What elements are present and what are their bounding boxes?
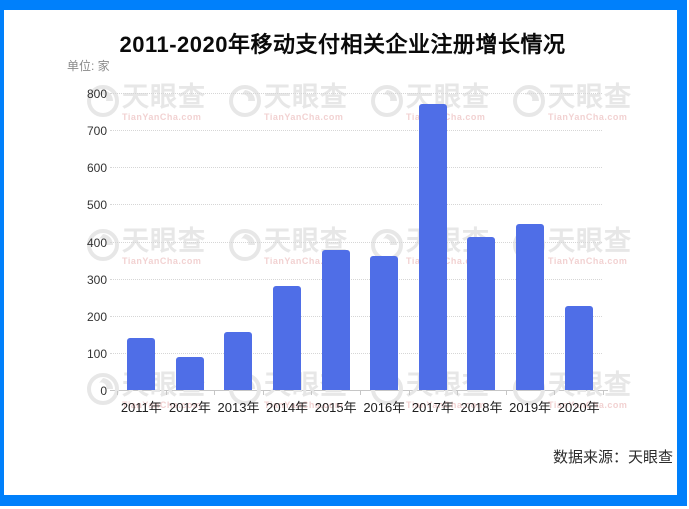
x-axis-label-2018年: 2018年 [460, 400, 503, 415]
watermark-subtext: TianYanCha.com [122, 400, 202, 410]
bar-2012年[interactable] [175, 357, 204, 390]
x-axis-label-2011年: 2011年 [120, 400, 162, 415]
bar-2016年[interactable] [370, 256, 399, 390]
watermark-subtext: TianYanCha.com [548, 112, 628, 122]
bar-2018年[interactable] [467, 237, 496, 390]
x-axis-tick [505, 391, 507, 395]
y-axis-label-400: 400 [86, 235, 107, 250]
bar-2017年[interactable] [418, 104, 447, 390]
x-axis-tick [311, 391, 313, 395]
tianyancha-logo-icon [513, 85, 545, 117]
watermark-subtext: TianYanCha.com [264, 400, 344, 410]
x-axis-label-2019年: 2019年 [509, 400, 552, 415]
watermark-subtext: TianYanCha.com [548, 256, 628, 266]
tianyancha-logo-icon [87, 229, 119, 261]
watermark-text: 天眼查 [548, 82, 632, 112]
gridline-800 [110, 93, 602, 94]
x-axis-tick [457, 391, 459, 395]
x-axis-label-2014年: 2014年 [266, 400, 309, 415]
y-axis-label-0: 0 [100, 384, 107, 398]
bar-slot-2017年 [409, 93, 458, 390]
tianyancha-logo-icon [87, 373, 119, 405]
x-axis-line [110, 390, 608, 391]
bar-slot-2015年 [311, 93, 360, 390]
watermark-text: 天眼查 [122, 82, 206, 112]
tianyancha-logo-icon [87, 85, 119, 117]
bar-2020年[interactable] [564, 306, 593, 390]
watermark-subtext: TianYanCha.com [264, 256, 344, 266]
chart-title: 2011-2020年移动支付相关企业注册增长情况 [119, 32, 566, 57]
gridline-200 [110, 315, 602, 317]
bar-slot-2019年 [506, 93, 555, 390]
bar-2015年[interactable] [321, 249, 350, 390]
watermark-subtext: TianYanCha.com [406, 400, 486, 410]
gridline-300 [110, 278, 602, 280]
watermark-text: 天眼查 [122, 226, 206, 256]
bar-2019年[interactable] [516, 223, 545, 390]
bar-slot-2011年 [117, 93, 166, 390]
y-axis-label-800: 800 [86, 87, 107, 101]
x-axis-tick [262, 391, 264, 395]
bar-2014年[interactable] [273, 285, 302, 390]
x-axis-tick [117, 391, 118, 395]
x-axis-tick [408, 391, 410, 395]
data-source-label: 数据来源：天眼查 [552, 449, 673, 466]
gridline-600 [110, 167, 602, 169]
y-axis-label-500: 500 [86, 198, 107, 213]
bar-2013年[interactable] [224, 332, 253, 390]
bar-slot-2014年 [263, 93, 312, 390]
watermark-subtext: TianYanCha.com [122, 112, 202, 122]
bar-2011年[interactable] [127, 338, 156, 390]
gridline-400 [110, 241, 602, 243]
x-axis-label-2015年: 2015年 [314, 400, 357, 415]
y-axis-label-700: 700 [86, 124, 107, 139]
y-axis-label-600: 600 [86, 161, 107, 176]
x-axis-label-2017年: 2017年 [411, 400, 454, 415]
x-axis-tick [603, 391, 604, 395]
bar-slot-2018年 [457, 93, 506, 390]
bar-slot-2016年 [360, 93, 409, 390]
bar-slot-2012年 [166, 93, 215, 390]
bar-slot-2013年 [214, 93, 263, 390]
y-axis-label-100: 100 [86, 346, 107, 361]
x-axis-tick [165, 391, 167, 395]
x-axis-tick [214, 391, 216, 395]
watermark-subtext: TianYanCha.com [264, 112, 344, 122]
y-axis-label-200: 200 [86, 309, 107, 324]
watermark-text: 天眼查 [264, 82, 348, 112]
y-axis-label-300: 300 [86, 272, 107, 287]
x-axis-label-2012年: 2012年 [168, 400, 211, 415]
watermark-subtext: TianYanCha.com [122, 256, 202, 266]
x-axis-tick [554, 391, 556, 395]
gridline-500 [110, 204, 602, 206]
x-axis-label-2013年: 2013年 [217, 400, 260, 415]
x-axis-label-2020年: 2020年 [557, 400, 600, 415]
unit-label: 单位: 家 [67, 59, 110, 73]
x-axis-tick [360, 391, 361, 395]
bar-slot-2020年 [554, 93, 603, 390]
tianyancha-logo-icon [371, 85, 403, 117]
gridline-700 [110, 130, 602, 132]
watermark-subtext: TianYanCha.com [548, 400, 628, 410]
tianyancha-logo-icon [229, 85, 261, 117]
gridline-100 [110, 352, 602, 354]
watermark-text: 天眼查 [548, 226, 632, 256]
x-axis-label-2016年: 2016年 [363, 400, 406, 415]
